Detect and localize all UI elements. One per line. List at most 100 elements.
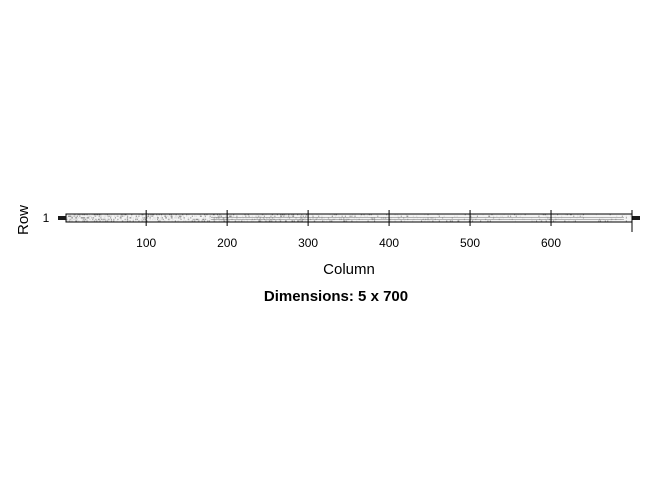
matrix-cell [216, 214, 219, 216]
matrix-cell [146, 217, 148, 219]
matrix-cell [81, 214, 83, 216]
matrix-cell [280, 220, 282, 222]
matrix-cell [204, 217, 206, 219]
matrix-cell [437, 214, 439, 216]
matrix-cell [98, 220, 100, 222]
matrix-cell [114, 215, 116, 217]
matrix-cell [165, 217, 167, 219]
matrix-cell [108, 220, 110, 222]
matrix-cell [135, 218, 137, 221]
matrix-cell [90, 215, 92, 217]
matrix-cell [503, 214, 505, 216]
matrix-cell [245, 214, 247, 216]
matrix-cell [76, 220, 78, 222]
matrix-cell [110, 215, 112, 217]
matrix-cell [363, 214, 365, 216]
matrix-cell [247, 214, 249, 216]
matrix-cell [405, 214, 407, 216]
matrix-cell [244, 214, 246, 216]
matrix-cell [474, 214, 476, 216]
matrix-cell [582, 214, 585, 216]
matrix-cell [67, 215, 70, 217]
matrix-cell [204, 218, 206, 221]
matrix-cell [301, 220, 303, 222]
matrix-cell [258, 215, 260, 217]
matrix-cell [541, 214, 543, 216]
matrix-cell [178, 215, 180, 217]
matrix-cell [331, 215, 334, 217]
matrix-cell [85, 220, 87, 222]
matrix-cell [598, 220, 600, 222]
matrix-cell [346, 220, 348, 222]
matrix-cell [127, 215, 129, 217]
matrix-cell [93, 220, 95, 222]
matrix-cell [271, 214, 274, 216]
matrix-cell [99, 214, 101, 216]
matrix-cell [297, 220, 299, 222]
matrix-cell [107, 215, 109, 217]
x-tick-label: 500 [460, 236, 480, 250]
matrix-cell [171, 217, 173, 219]
matrix-cell [94, 218, 96, 221]
matrix-cell [70, 220, 72, 222]
matrix-cell [480, 220, 482, 222]
matrix-cell [164, 214, 166, 216]
matrix-cell [143, 214, 145, 216]
matrix-cell [454, 215, 456, 217]
matrix-cell [87, 217, 89, 219]
matrix-cell [177, 220, 179, 222]
matrix-cell [183, 218, 185, 221]
matrix-cell [135, 215, 138, 217]
matrix-cell [322, 220, 324, 222]
matrix-cell [143, 218, 145, 221]
matrix-cell [188, 218, 190, 221]
matrix-cell [349, 215, 351, 217]
matrix-cell [496, 215, 498, 217]
matrix-cell [182, 214, 184, 216]
matrix-cell [464, 214, 466, 216]
matrix-cell [99, 215, 101, 217]
matrix-cell [265, 214, 267, 216]
matrix-cell [71, 215, 74, 217]
matrix-cell [545, 215, 547, 217]
matrix-cell [311, 214, 313, 216]
matrix-cell [100, 214, 102, 216]
matrix-cell [120, 218, 122, 221]
matrix-cell [200, 215, 202, 217]
matrix-cell [116, 214, 118, 216]
matrix-cell [95, 220, 97, 222]
matrix-cell [616, 215, 618, 217]
matrix-cell [75, 218, 77, 221]
matrix-cell [89, 218, 91, 221]
matrix-cell [116, 220, 118, 222]
matrix-cell [178, 214, 180, 216]
matrix-cell [189, 220, 191, 222]
matrix-cell [105, 218, 107, 221]
matrix-cell [165, 215, 167, 217]
matrix-cell [88, 218, 91, 221]
right-edge-bar [632, 216, 640, 220]
matrix-cell [204, 215, 206, 217]
matrix-cell [194, 218, 196, 221]
matrix-cell [471, 220, 474, 222]
matrix-cell [407, 215, 409, 217]
matrix-cell [274, 215, 276, 217]
matrix-cell [629, 215, 631, 217]
matrix-cell [377, 215, 379, 217]
matrix-cell [220, 214, 222, 216]
matrix-cell [566, 214, 568, 216]
matrix-cell [93, 214, 95, 216]
matrix-cell [97, 214, 99, 216]
matrix-cell [210, 215, 212, 217]
matrix-cell [157, 217, 159, 219]
matrix-cell [91, 217, 93, 219]
matrix-cell [293, 220, 295, 222]
matrix-cell [121, 220, 123, 222]
matrix-cell [301, 214, 303, 216]
matrix-cell [168, 220, 170, 222]
y-axis-ticks: 1 [43, 211, 50, 225]
matrix-cell [370, 214, 372, 216]
matrix-cell [131, 215, 133, 217]
matrix-cell [533, 220, 535, 222]
matrix-cell [219, 215, 221, 217]
